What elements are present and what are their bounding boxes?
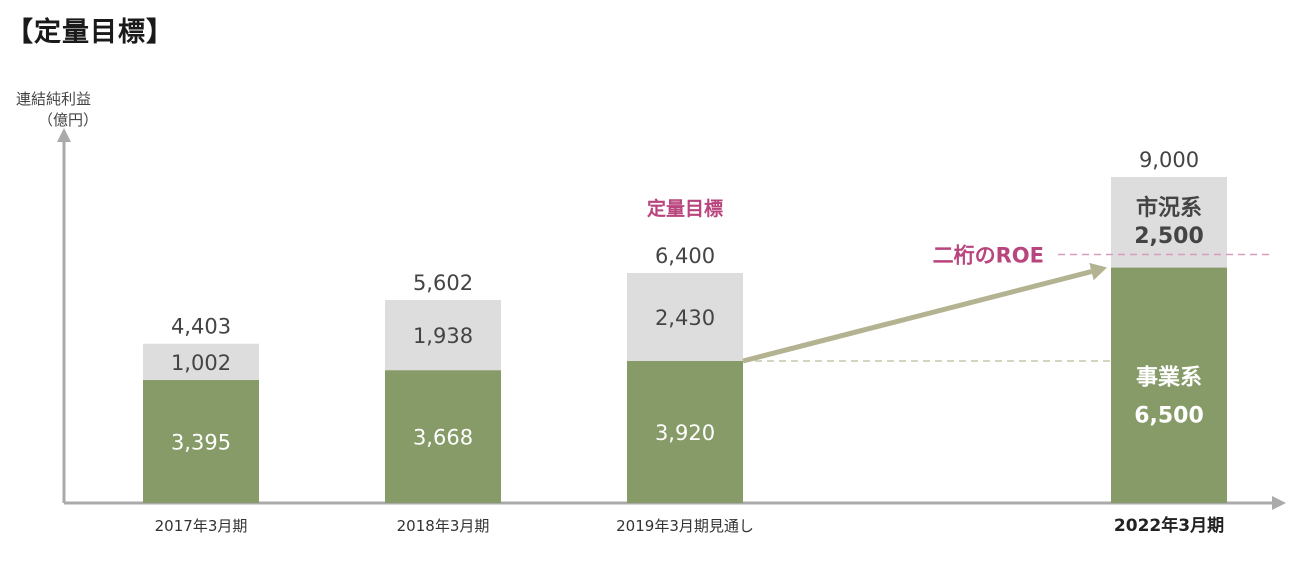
data-label-market: 2,430 [655, 306, 715, 330]
bar-market-segment [627, 272, 743, 362]
data-label-market: 2,500 [1134, 224, 1204, 249]
data-label-market: 1,002 [171, 351, 231, 375]
data-label-total: 9,000 [1139, 148, 1199, 172]
bar-market-segment [143, 343, 259, 381]
data-label-business: 3,395 [171, 431, 231, 455]
bar-business-segment [1111, 267, 1227, 503]
page-title: 【定量目標】 [6, 17, 174, 48]
data-label-total: 4,403 [171, 315, 231, 339]
annotation-roe: 二桁のROE [933, 244, 1044, 268]
series-label-business: 事業系 [1136, 365, 1202, 391]
data-label-total: 6,400 [655, 244, 715, 268]
y-axis-arrowhead [57, 128, 71, 142]
bar-business-segment [385, 370, 501, 503]
bar-market-segment [1111, 177, 1227, 268]
bar-business-segment [627, 361, 743, 503]
growth-arrowhead [1089, 262, 1107, 281]
y-axis-label: 連結純利益 [16, 90, 92, 108]
x-tick-label: 2018年3月期 [397, 517, 490, 535]
bar-business-segment [143, 380, 259, 503]
x-tick-label: 2019年3月期見通し [616, 517, 754, 535]
y-axis-unit: （億円） [38, 111, 99, 129]
x-axis-arrowhead [1272, 496, 1286, 510]
x-tick-label: 2017年3月期 [155, 517, 248, 535]
data-label-market: 1,938 [413, 324, 473, 348]
data-label-business: 3,668 [413, 426, 473, 450]
growth-arrow [742, 269, 1093, 364]
series-label-market: 市況系 [1136, 195, 1202, 221]
data-label-business: 3,920 [655, 421, 715, 445]
data-label-total: 5,602 [413, 271, 473, 295]
annotation-target: 定量目標 [647, 197, 723, 220]
bar-market-segment [385, 299, 501, 371]
data-label-business: 6,500 [1134, 404, 1204, 429]
x-tick-label: 2022年3月期 [1114, 515, 1224, 536]
